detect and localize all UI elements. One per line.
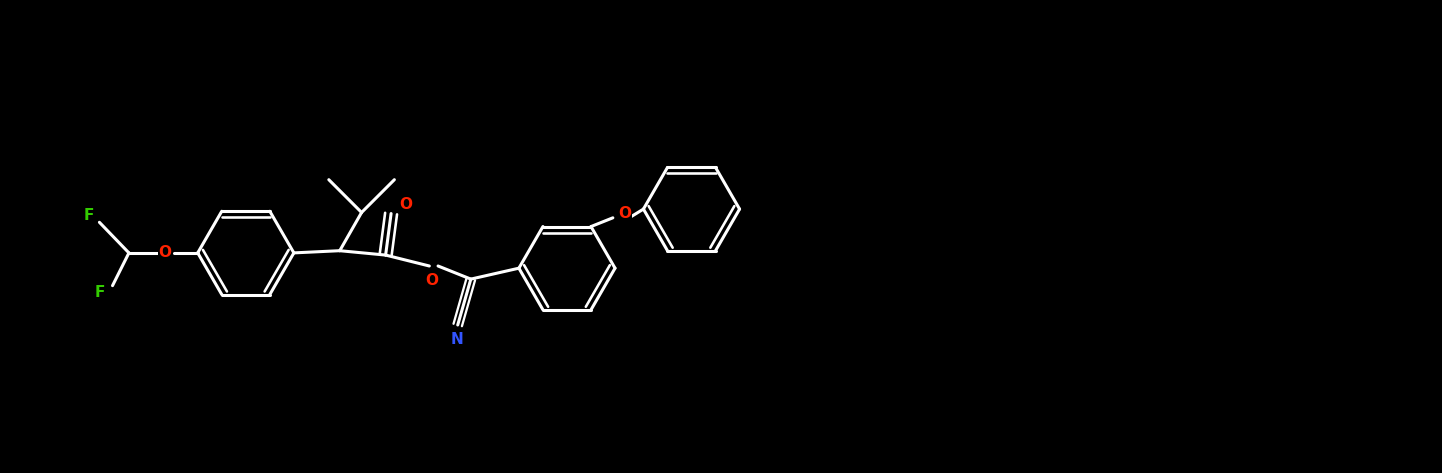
Text: F: F — [84, 208, 94, 223]
Text: O: O — [425, 273, 438, 288]
Text: O: O — [159, 245, 172, 260]
Text: F: F — [94, 285, 105, 300]
Text: O: O — [619, 206, 632, 221]
Text: N: N — [450, 332, 463, 347]
Text: O: O — [399, 197, 412, 212]
